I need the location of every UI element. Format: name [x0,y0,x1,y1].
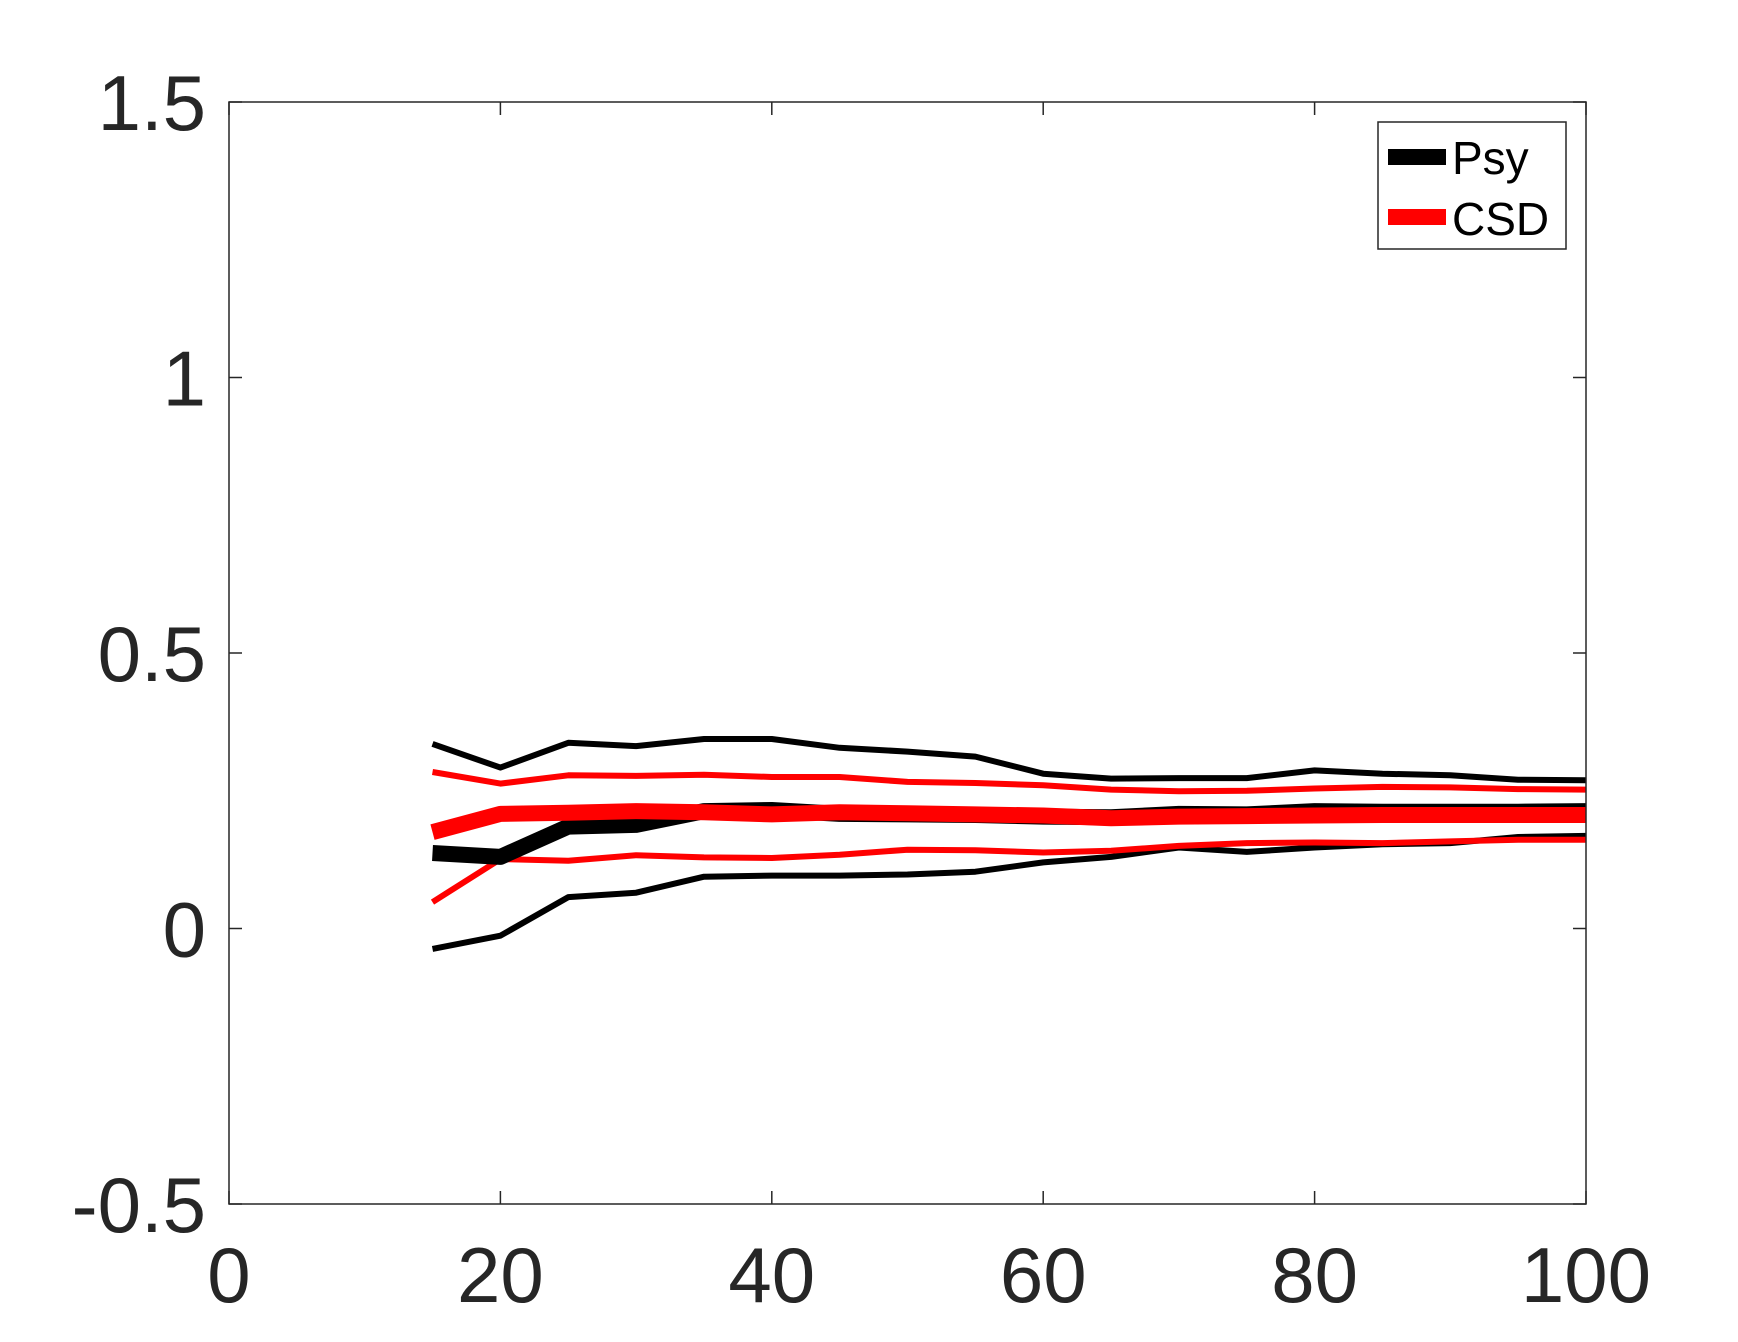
plot-area [229,102,1586,1204]
y-tick-label-4: 1.5 [98,59,206,147]
y-tick-label-1: 0 [163,886,206,974]
series-layer [430,736,1587,952]
legend-label-psy: Psy [1452,132,1529,184]
legend: Psy CSD [1377,121,1567,250]
csd-upper-bound-line [431,769,1587,795]
x-tick-label-0: 0 [207,1231,250,1319]
plot-frame [228,101,1587,1205]
tick-labels: 0 20 40 60 80 100-0.500.511.5 [72,59,1651,1319]
csd-lower-bound-line [430,836,1586,905]
csd-mean-line [430,803,1586,840]
y-tick-label-3: 1 [163,335,206,423]
x-tick-label-5: 100 [1521,1231,1651,1319]
legend-box [1377,121,1567,250]
x-tick-label-4: 80 [1271,1231,1358,1319]
x-tick-label-3: 60 [1000,1231,1087,1319]
y-tick-label-2: 0.5 [98,610,206,698]
y-tick-label-0: -0.5 [72,1161,206,1249]
legend-label-csd: CSD [1452,193,1549,245]
x-tick-label-1: 20 [457,1231,544,1319]
psy-upper-bound-line [431,736,1587,784]
x-tick-label-2: 40 [728,1231,815,1319]
